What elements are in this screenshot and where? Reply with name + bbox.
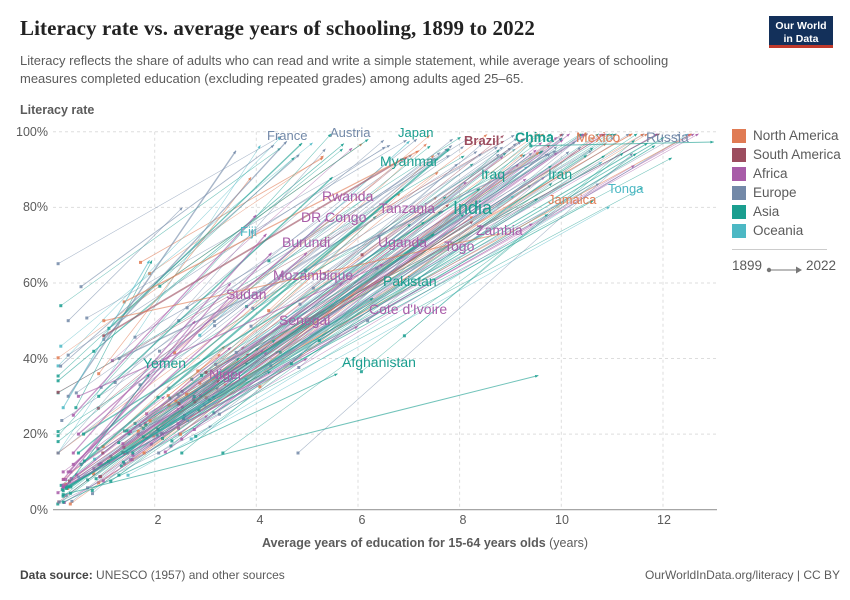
- svg-text:Jamaica: Jamaica: [548, 192, 597, 207]
- svg-text:Zambia: Zambia: [476, 222, 523, 238]
- svg-text:Tonga: Tonga: [608, 181, 644, 196]
- svg-text:Senegal: Senegal: [279, 312, 330, 328]
- svg-text:China: China: [515, 129, 554, 145]
- svg-text:Russia: Russia: [646, 129, 689, 145]
- svg-text:Fiji: Fiji: [240, 224, 257, 239]
- svg-text:Mexico: Mexico: [576, 129, 621, 145]
- svg-text:Iran: Iran: [548, 166, 572, 182]
- svg-text:Brazil: Brazil: [464, 133, 499, 148]
- svg-text:DR Congo: DR Congo: [301, 209, 367, 225]
- svg-text:France: France: [267, 128, 307, 143]
- svg-text:Yemen: Yemen: [143, 355, 186, 371]
- svg-text:Sudan: Sudan: [226, 286, 266, 302]
- svg-text:Iraq: Iraq: [481, 166, 505, 182]
- svg-text:India: India: [453, 198, 493, 218]
- svg-text:Mozambique: Mozambique: [273, 267, 353, 283]
- svg-text:Tanzania: Tanzania: [379, 200, 435, 216]
- svg-text:Japan: Japan: [398, 125, 433, 140]
- svg-text:Rwanda: Rwanda: [322, 188, 374, 204]
- svg-text:Myanmar: Myanmar: [380, 153, 439, 169]
- svg-text:Uganda: Uganda: [378, 234, 427, 250]
- svg-text:Burundi: Burundi: [282, 234, 330, 250]
- svg-text:Afghanistan: Afghanistan: [342, 354, 416, 370]
- svg-text:Togo: Togo: [444, 238, 475, 254]
- svg-text:Austria: Austria: [330, 125, 371, 140]
- svg-text:Pakistan: Pakistan: [383, 273, 437, 289]
- svg-text:Niger: Niger: [209, 366, 243, 382]
- svg-text:Cote d'Ivoire: Cote d'Ivoire: [369, 301, 447, 317]
